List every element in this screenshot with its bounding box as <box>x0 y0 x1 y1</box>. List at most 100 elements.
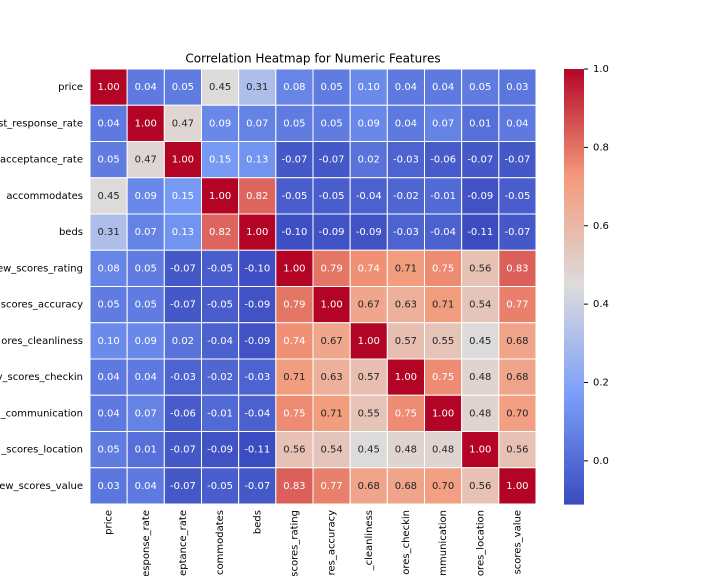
colorbar-slice <box>564 141 584 146</box>
cell-label: -0.09 <box>467 191 493 202</box>
heatmap-cell <box>312 141 351 179</box>
colorbar-slice <box>564 108 584 114</box>
cell-label: 1.00 <box>395 372 417 383</box>
colorbar-slice <box>564 438 584 443</box>
colorbar-slice <box>564 134 584 139</box>
colorbar-slice <box>564 446 584 451</box>
heatmap-cell <box>424 68 463 106</box>
heatmap-cell <box>461 213 500 251</box>
cell-label: -0.04 <box>207 336 233 347</box>
colorbar-slice <box>564 83 584 88</box>
heatmap-cell <box>163 141 202 179</box>
colorbar-tick-label: 0.4 <box>593 299 609 310</box>
heatmap-cell <box>312 358 351 396</box>
cell-label: 0.08 <box>97 263 119 274</box>
cell-label: 0.09 <box>135 191 157 202</box>
y-tick-label: price <box>58 82 83 93</box>
colorbar-slice <box>564 293 584 298</box>
cell-label: 0.68 <box>506 372 528 383</box>
heatmap-cell <box>275 249 314 287</box>
cell-label: 0.05 <box>97 300 119 311</box>
cell-label: 0.74 <box>358 263 380 274</box>
cell-label: 0.71 <box>320 408 342 419</box>
heatmap-cell <box>238 286 277 324</box>
y-tick-label: scores_accuracy <box>1 300 83 311</box>
colorbar-slice <box>564 188 584 193</box>
cell-label: 0.55 <box>432 336 454 347</box>
colorbar-slice <box>564 373 584 378</box>
cell-label: 0.05 <box>320 118 342 129</box>
colorbar-slice <box>564 384 584 389</box>
colorbar-slice <box>564 272 584 277</box>
heatmap-cell <box>238 104 277 142</box>
heatmap-cell <box>201 286 240 324</box>
heatmap-cell <box>89 177 128 215</box>
heatmap-cell <box>126 213 165 251</box>
cell-label: -0.09 <box>356 227 382 238</box>
cell-label: -0.01 <box>430 191 456 202</box>
colorbar-slice <box>564 456 584 462</box>
cell-label: 0.68 <box>358 481 380 492</box>
colorbar-slice <box>564 406 584 411</box>
heatmap-cell <box>424 467 463 505</box>
colorbar-slice <box>564 413 584 418</box>
colorbar-slice <box>564 112 584 117</box>
y-tick-label: _scores_location <box>0 445 83 456</box>
heatmap-cell <box>89 249 128 287</box>
colorbar-slice <box>564 210 584 215</box>
heatmap-cell <box>498 394 537 432</box>
colorbar-slice <box>564 166 584 172</box>
cell-label: -0.03 <box>393 227 419 238</box>
cell-label: 0.57 <box>395 336 417 347</box>
colorbar-slice <box>564 359 584 364</box>
colorbar-slice <box>564 330 584 335</box>
colorbar-slice <box>564 123 584 128</box>
heatmap-cell <box>498 68 537 106</box>
chart-title: Correlation Heatmap for Numeric Features <box>185 52 440 66</box>
cell-label: 1.00 <box>506 481 528 492</box>
colorbar-slice <box>564 442 584 447</box>
colorbar-slice <box>564 101 584 106</box>
cell-label: 1.00 <box>358 336 380 347</box>
heatmap-cell <box>498 431 537 469</box>
colorbar-slice <box>564 72 584 77</box>
colorbar-slice <box>564 409 584 414</box>
x-tick-label: scores_rating <box>289 510 300 576</box>
colorbar-slice <box>564 246 584 251</box>
cell-label: 0.71 <box>283 372 305 383</box>
colorbar-slice <box>564 239 584 244</box>
heatmap-cell <box>498 467 537 505</box>
cell-label: -0.06 <box>430 155 456 166</box>
cell-label: -0.04 <box>244 408 270 419</box>
cell-label: 0.67 <box>358 300 380 311</box>
heatmap-cell <box>461 322 500 360</box>
cell-label: -0.03 <box>244 372 270 383</box>
cell-label: 0.82 <box>246 191 268 202</box>
heatmap-cell <box>312 213 351 251</box>
colorbar-slice <box>564 322 584 327</box>
x-tick-label: price <box>104 510 115 535</box>
colorbar-slice <box>564 326 584 331</box>
cell-label: 0.03 <box>506 82 528 93</box>
cell-label: 0.10 <box>358 82 380 93</box>
colorbar-slice <box>564 235 584 240</box>
colorbar-slice <box>564 340 584 346</box>
heatmap-cell <box>498 141 537 179</box>
cell-label: 0.05 <box>97 155 119 166</box>
colorbar-slice <box>564 257 584 262</box>
colorbar-slice <box>564 290 584 295</box>
colorbar-slice <box>564 460 584 465</box>
cell-label: 0.70 <box>506 408 528 419</box>
cell-label: 0.75 <box>283 408 305 419</box>
cell-label: 0.07 <box>432 118 454 129</box>
heatmap-cell <box>424 394 463 432</box>
cell-label: 0.04 <box>395 82 417 93</box>
heatmap-cell <box>163 286 202 324</box>
heatmap-cell <box>89 322 128 360</box>
colorbar-slice <box>564 485 584 491</box>
cell-label: -0.07 <box>244 481 270 492</box>
colorbar-slice <box>564 464 584 469</box>
heatmap-cell <box>312 322 351 360</box>
colorbar-slice <box>564 398 584 404</box>
cell-label: -0.05 <box>319 191 345 202</box>
